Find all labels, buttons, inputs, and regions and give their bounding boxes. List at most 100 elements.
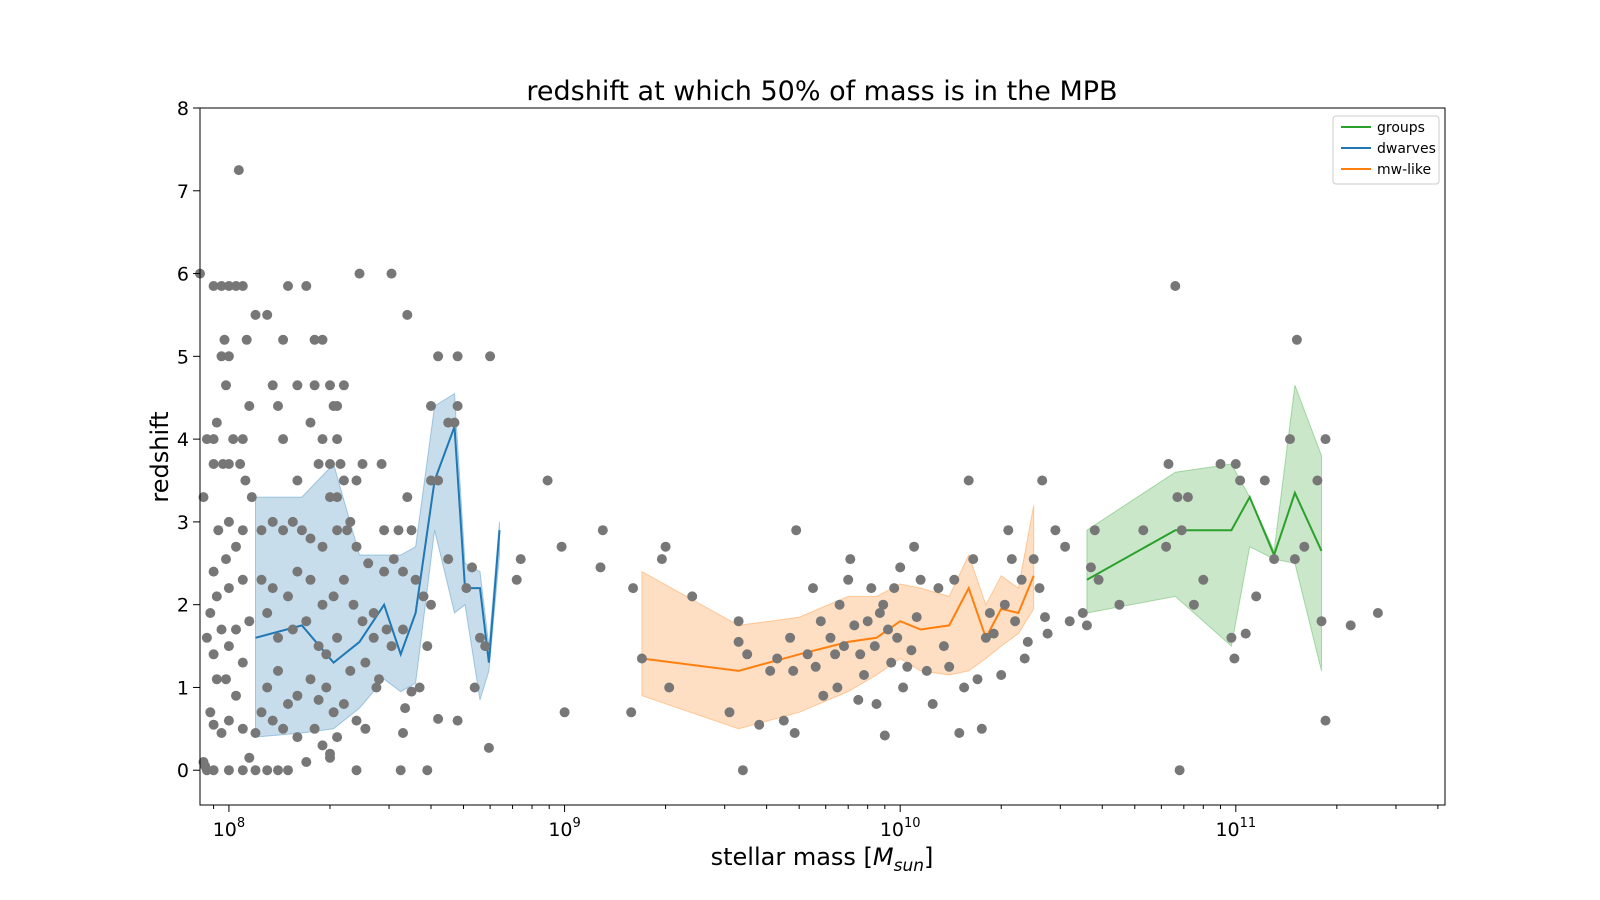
data-point [1034,583,1045,594]
data-point [244,616,255,627]
data-point [433,351,444,362]
y-tick-label: 5 [177,346,189,368]
data-point [219,334,230,345]
data-point [332,632,343,643]
data-point [351,541,362,552]
data-point [368,632,379,643]
data-point [1060,541,1071,552]
data-point [223,516,234,527]
x-tick-exponent: 10 [904,816,921,831]
data-point [338,475,349,486]
data-point [475,632,485,643]
data-point [418,591,429,602]
data-point [1291,334,1302,345]
x-tick-base: 10 [548,819,572,841]
data-point [402,309,413,320]
data-point [223,715,234,726]
data-point [360,657,371,668]
data-point [469,682,480,693]
data-point [198,492,209,503]
data-point [410,574,421,585]
data-point [483,742,494,753]
band-groups [1086,385,1322,672]
data-point [996,670,1007,680]
data-point [208,649,219,660]
data-point [1028,554,1039,565]
data-point [1289,554,1300,565]
data-point [1085,562,1096,573]
data-point [772,653,783,664]
data-point [724,707,735,718]
band-mw-like [641,505,1035,730]
data-point [959,682,970,693]
data-point [283,281,293,291]
data-point [597,525,608,536]
data-point [321,649,332,660]
data-point [1215,459,1226,469]
data-point [480,641,491,652]
data-point [325,380,335,391]
data-point [636,653,647,664]
data-point [231,624,241,635]
data-point [262,608,273,618]
data-point [301,616,312,627]
data-point [393,525,404,536]
data-point [1042,628,1053,639]
data-point [898,682,909,693]
data-point [414,682,425,693]
data-point [317,599,328,610]
data-point [1172,492,1183,503]
data-point [1081,620,1092,631]
data-point [1226,632,1237,643]
data-point [810,661,821,672]
data-point [1372,608,1383,618]
scatter-points [195,165,1383,776]
data-point [301,757,312,767]
data-point [262,309,273,320]
data-point [216,351,227,362]
data-point [933,583,944,594]
data-point [467,562,477,573]
data-point [1320,434,1331,445]
data-point [273,665,283,676]
data-point [231,690,241,701]
data-point [313,694,324,705]
data-point [205,608,216,618]
data-point [305,574,316,585]
data-point [283,699,293,709]
data-point [1114,599,1125,610]
data-point [862,616,873,627]
data-point [256,707,267,718]
data-point [921,665,932,676]
data-point [374,674,384,685]
data-point [379,566,390,577]
data-point [984,608,995,618]
data-point [342,525,353,536]
data-point [485,351,496,362]
data-point [325,492,335,503]
data-point [309,380,320,391]
x-tick-base: 10 [880,819,904,841]
y-tick-label: 6 [177,264,189,286]
data-point [834,599,845,610]
data-point [1312,475,1323,486]
data-point [262,765,273,776]
data-point [426,475,436,486]
data-point [368,608,379,618]
data-point [371,682,382,693]
data-point [628,583,639,594]
data-point [879,730,890,741]
data-point [208,434,219,445]
data-point [433,475,444,486]
data-point [287,624,298,635]
data-point [815,616,826,627]
x-axis-label-subscript: sun [894,856,924,876]
data-point [354,268,365,279]
data-point [1285,434,1295,445]
data-point [325,752,335,763]
x-tick-label: 1010 [880,816,921,841]
data-point [968,554,979,565]
data-point [1037,475,1048,486]
